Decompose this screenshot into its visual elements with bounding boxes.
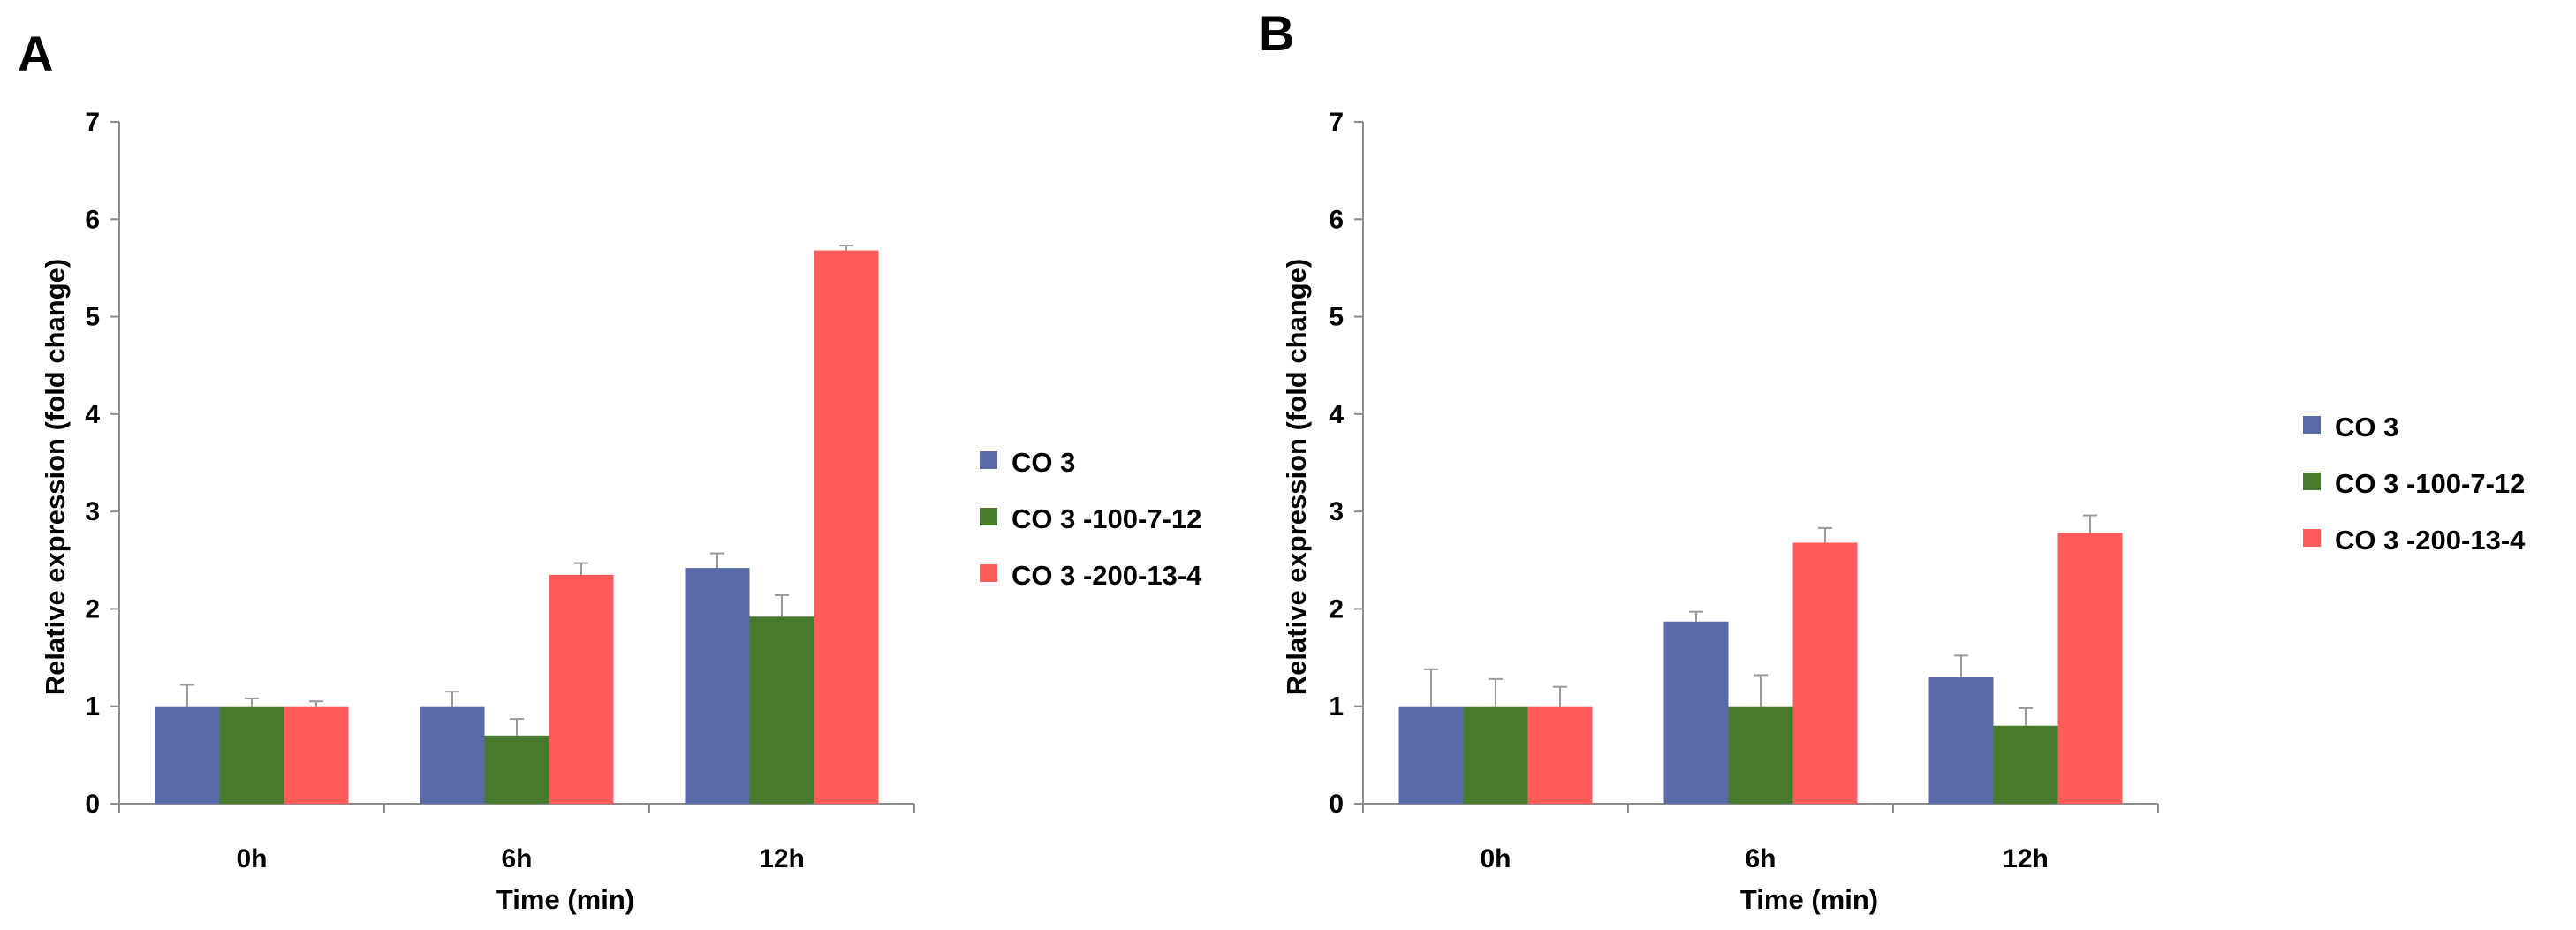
y-tick-label: 5 bbox=[85, 303, 100, 332]
y-tick-label: 3 bbox=[1329, 497, 1344, 526]
panel-b: B Relative expression (fold change) Time… bbox=[1259, 5, 2526, 915]
x-tick-label: 6h bbox=[1745, 844, 1776, 873]
legend-label-co3-100-7-12: CO 3 -100-7-12 bbox=[2335, 468, 2525, 499]
x-axis-title: Time (min) bbox=[496, 884, 634, 915]
y-tick-label: 7 bbox=[85, 108, 100, 137]
y-tick-label: 1 bbox=[85, 692, 100, 722]
legend-label-co3-100-7-12: CO 3 -100-7-12 bbox=[1011, 503, 1201, 534]
bar-co3-200-13-4-12h bbox=[2057, 533, 2123, 804]
bar-co3-200-13-4-6h bbox=[549, 574, 614, 804]
bar-co3-100-7-12-0h bbox=[219, 706, 284, 804]
y-tick-label: 7 bbox=[1329, 108, 1344, 137]
bar-co3-100-7-12-0h bbox=[1463, 706, 1528, 804]
legend-swatch-co3 bbox=[2303, 416, 2321, 434]
legend-label-co3: CO 3 bbox=[2335, 412, 2398, 442]
legend-swatch-co3-200-13-4 bbox=[980, 564, 997, 582]
y-tick-label: 0 bbox=[85, 790, 100, 819]
legend-label-co3-200-13-4: CO 3 -200-13-4 bbox=[1011, 560, 1202, 591]
legend-swatch-co3-100-7-12 bbox=[980, 508, 997, 525]
plot-area: 0 1 2 3 4 5 6 7 0h 6h 12h bbox=[85, 108, 915, 873]
panel-label: A bbox=[18, 26, 53, 81]
y-tick-label: 4 bbox=[85, 400, 100, 429]
y-tick-label: 0 bbox=[1329, 790, 1344, 819]
bar-co3-100-7-12-6h bbox=[1728, 706, 1793, 804]
legend: CO 3 CO 3 -100-7-12 CO 3 -200-13-4 bbox=[2303, 412, 2526, 556]
y-axis-title: Relative expression (fold change) bbox=[40, 259, 71, 695]
bar-co3-100-7-12-12h bbox=[749, 616, 814, 804]
bar-co3-200-13-4-6h bbox=[1792, 542, 1858, 804]
x-tick-label: 0h bbox=[236, 844, 267, 873]
legend-label-co3-200-13-4: CO 3 -200-13-4 bbox=[2335, 525, 2526, 556]
bar-co3-0h bbox=[155, 706, 220, 804]
bar-co3-100-7-12-6h bbox=[484, 735, 549, 804]
bar-co3-200-13-4-0h bbox=[284, 706, 349, 804]
bar-co3-6h bbox=[420, 706, 485, 804]
panel-a: A Relative expression (fold change) Time… bbox=[18, 26, 1202, 915]
y-tick-label: 5 bbox=[1329, 303, 1344, 332]
legend-label-co3: CO 3 bbox=[1011, 447, 1075, 478]
bar-co3-0h bbox=[1398, 706, 1464, 804]
plot-area: 0 1 2 3 4 5 6 7 0h 6h 12h bbox=[1329, 108, 2159, 873]
y-tick-label: 2 bbox=[1329, 594, 1344, 624]
x-tick-label: 12h bbox=[2003, 844, 2049, 873]
x-axis-title: Time (min) bbox=[1740, 884, 1878, 915]
y-tick-label: 2 bbox=[85, 594, 100, 624]
bar-co3-6h bbox=[1663, 621, 1729, 804]
y-tick-label: 1 bbox=[1329, 692, 1344, 722]
legend-swatch-co3 bbox=[980, 451, 997, 469]
bar-co3-100-7-12-12h bbox=[1993, 725, 2058, 804]
x-tick-label: 12h bbox=[759, 844, 805, 873]
y-tick-label: 4 bbox=[1329, 400, 1344, 429]
y-axis-title: Relative expression (fold change) bbox=[1281, 259, 1312, 695]
legend-swatch-co3-100-7-12 bbox=[2303, 473, 2321, 490]
x-tick-label: 0h bbox=[1480, 844, 1511, 873]
y-tick-label: 3 bbox=[85, 497, 100, 526]
x-tick-label: 6h bbox=[501, 844, 532, 873]
bar-co3-12h bbox=[685, 568, 750, 804]
bar-co3-200-13-4-12h bbox=[814, 250, 879, 804]
legend-swatch-co3-200-13-4 bbox=[2303, 529, 2321, 547]
legend: CO 3 CO 3 -100-7-12 CO 3 -200-13-4 bbox=[980, 447, 1202, 591]
y-tick-label: 6 bbox=[85, 205, 100, 234]
bar-co3-12h bbox=[1928, 677, 1994, 804]
y-tick-label: 6 bbox=[1329, 205, 1344, 234]
panel-label: B bbox=[1259, 5, 1294, 61]
bar-co3-200-13-4-0h bbox=[1527, 706, 1593, 804]
